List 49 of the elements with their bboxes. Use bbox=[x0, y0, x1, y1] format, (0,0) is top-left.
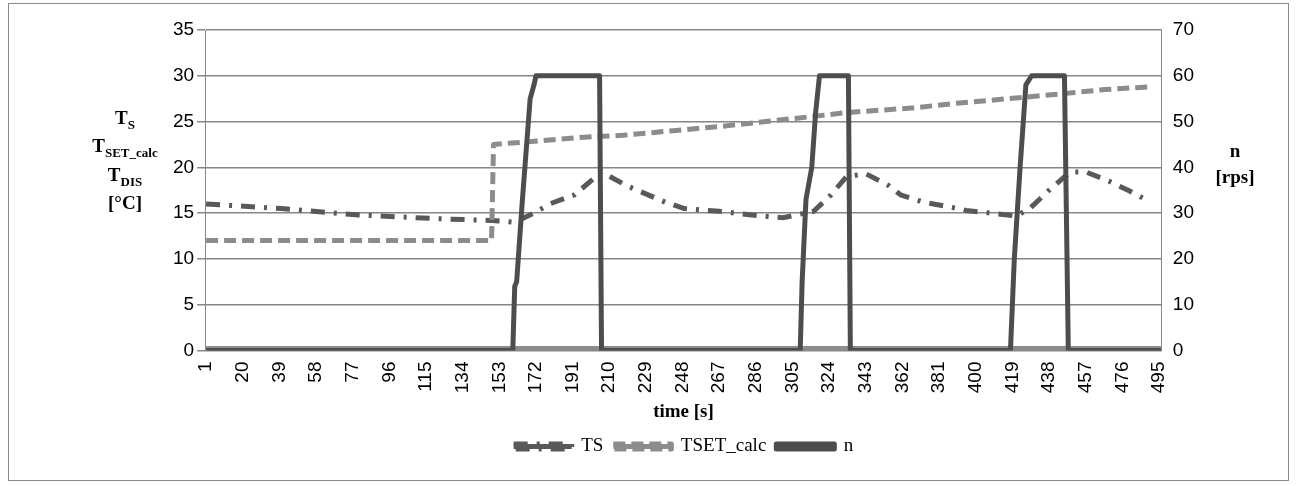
y-tick-label: 15 bbox=[172, 201, 195, 223]
x-tick-label: 210 bbox=[597, 361, 619, 394]
x-tick-label: 286 bbox=[744, 361, 766, 394]
x-tick-label: 267 bbox=[707, 361, 729, 394]
x-tick-label: 96 bbox=[377, 361, 399, 383]
legend-label: TSET_calc bbox=[680, 434, 767, 456]
x-tick-label: 495 bbox=[1147, 361, 1169, 394]
x-tick-label: 362 bbox=[890, 361, 912, 394]
x-tick-label: 134 bbox=[450, 361, 472, 394]
y2-tick-label: 20 bbox=[1172, 247, 1195, 269]
x-tick-label: 77 bbox=[340, 361, 362, 383]
x-tick-label: 476 bbox=[1110, 361, 1132, 394]
x-tick-label: 229 bbox=[634, 361, 656, 394]
y-tick-label: 0 bbox=[183, 338, 195, 360]
x-tick-label: 39 bbox=[267, 361, 289, 383]
y2-tick-label: 0 bbox=[1172, 338, 1184, 360]
y-tick-label: 10 bbox=[172, 247, 195, 269]
x-tick-label: 343 bbox=[854, 361, 876, 394]
x-tick-label: 1 bbox=[194, 361, 216, 373]
x-tick-label: 438 bbox=[1037, 361, 1059, 394]
y2-axis-title: n [rps] bbox=[1214, 139, 1256, 189]
x-tick-label: 324 bbox=[817, 361, 839, 394]
y2-tick-label: 10 bbox=[1172, 292, 1195, 314]
y-tick-label: 5 bbox=[183, 292, 195, 314]
x-tick-label: 400 bbox=[963, 361, 985, 394]
y2-tick-label: 30 bbox=[1172, 201, 1195, 223]
y2-tick-label: 60 bbox=[1172, 64, 1195, 86]
x-tick-label: 172 bbox=[524, 361, 546, 394]
x-tick-label: 115 bbox=[414, 361, 436, 392]
text: T$_{S}$ T$_{SET_calc}$ T$_{DIS}$ [°C] bbox=[92, 107, 158, 214]
x-tick-label: 457 bbox=[1073, 361, 1095, 394]
legend-label: TS bbox=[581, 434, 604, 456]
x-axis-title: time [s] bbox=[653, 399, 714, 421]
x-tick-label: 58 bbox=[304, 361, 326, 383]
y2-tick-label: 40 bbox=[1172, 155, 1195, 177]
y-tick-label: 35 bbox=[172, 18, 195, 40]
x-tick-label: 20 bbox=[230, 361, 252, 383]
x-tick-label: 305 bbox=[780, 361, 802, 394]
y-tick-label: 20 bbox=[172, 155, 195, 177]
x-tick-label: 191 bbox=[560, 361, 582, 394]
legend-label: n bbox=[843, 434, 854, 456]
y2-tick-label: 70 bbox=[1172, 18, 1195, 40]
x-tick-label: 153 bbox=[487, 361, 509, 394]
y-tick-label: 25 bbox=[172, 109, 195, 131]
y-tick-label: 30 bbox=[172, 64, 195, 86]
y2-tick-label: 50 bbox=[1172, 109, 1195, 131]
x-tick-label: 248 bbox=[670, 361, 692, 394]
x-tick-label: 419 bbox=[1000, 361, 1022, 394]
x-tick-label: 381 bbox=[927, 361, 949, 394]
